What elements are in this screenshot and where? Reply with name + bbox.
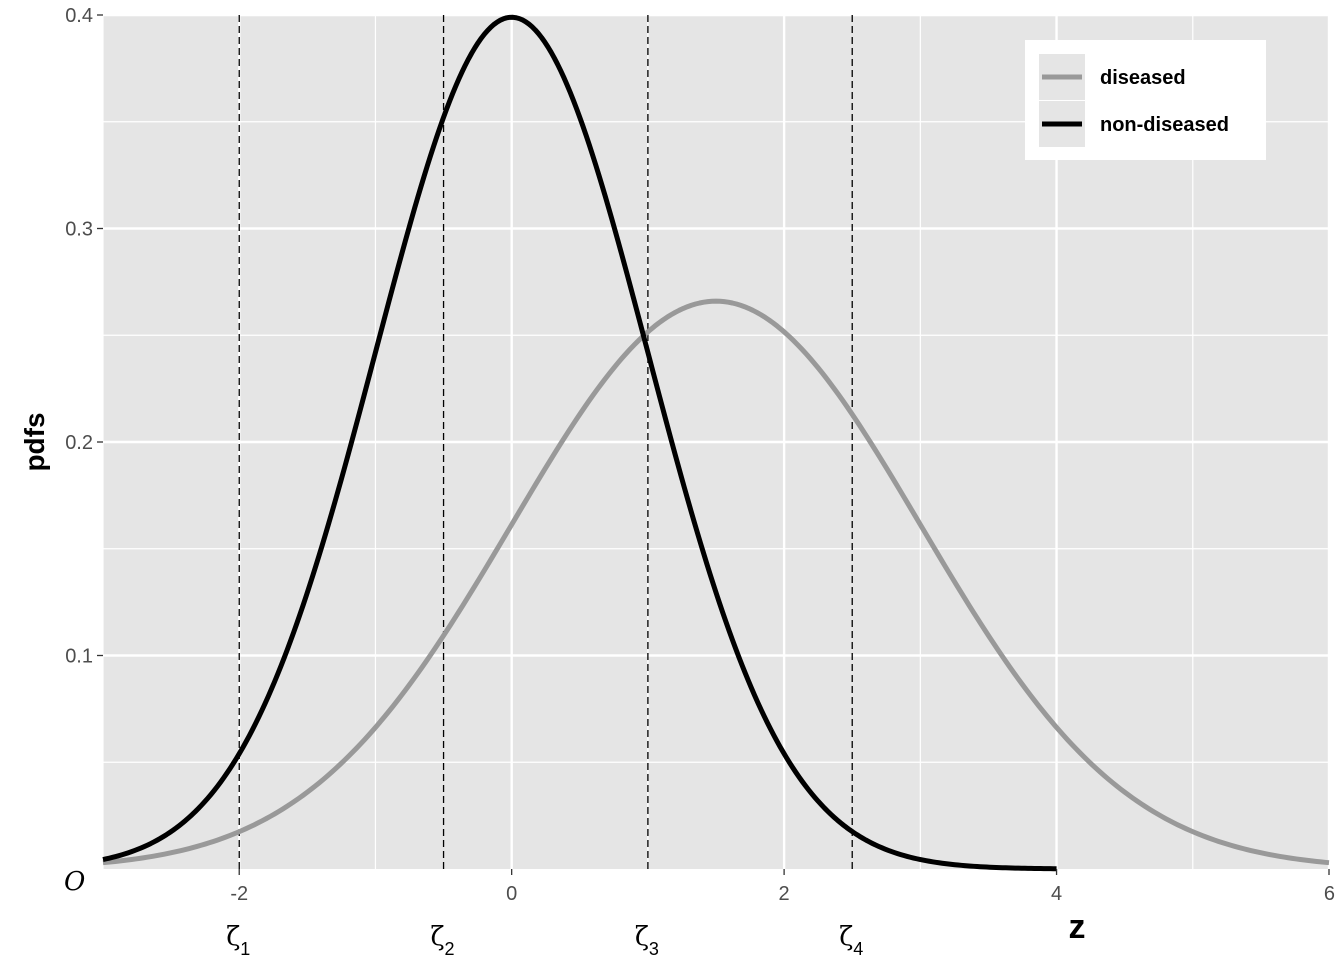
cutoff-symbol: ζ: [431, 922, 445, 952]
origin-label: O: [64, 867, 85, 897]
diseased-curve: [102, 298, 1330, 866]
x-tick-label: 4: [1051, 883, 1062, 905]
y-tick-label: 0.2: [65, 432, 93, 454]
x-tick-label: 0: [506, 883, 517, 905]
y-tick-label: 0.4: [65, 5, 93, 27]
legend-label: diseased: [1100, 67, 1186, 89]
cutoff-subscript: 2: [445, 939, 455, 959]
non-diseased-curve: [102, 14, 1057, 872]
x-tick-label: 6: [1324, 883, 1335, 905]
cutoff-subscript: 1: [240, 939, 250, 959]
x-tick-label: 2: [779, 883, 790, 905]
cutoff-symbol: ζ: [226, 922, 240, 952]
cutoff-subscript: 3: [649, 939, 659, 959]
cutoff-symbol: ζ: [839, 922, 853, 952]
cutoff-symbol: ζ: [635, 922, 649, 952]
y-axis: 0.1 0.2 0.3 0.4: [65, 5, 103, 668]
y-tick-label: 0.3: [65, 219, 93, 241]
legend: diseased non-diseased: [1025, 40, 1266, 160]
x-tick-label: -2: [230, 883, 248, 905]
x-axis: -2 0 2 4 6: [230, 869, 1335, 905]
density-curves: [102, 14, 1330, 872]
y-axis-title: pdfs: [19, 412, 50, 471]
legend-label: non-diseased: [1100, 114, 1229, 136]
y-tick-label: 0.1: [65, 646, 93, 668]
x-axis-title: z: [1069, 908, 1086, 946]
major-gridlines: [103, 13, 1331, 869]
cutoff-subscript: 4: [853, 939, 863, 959]
